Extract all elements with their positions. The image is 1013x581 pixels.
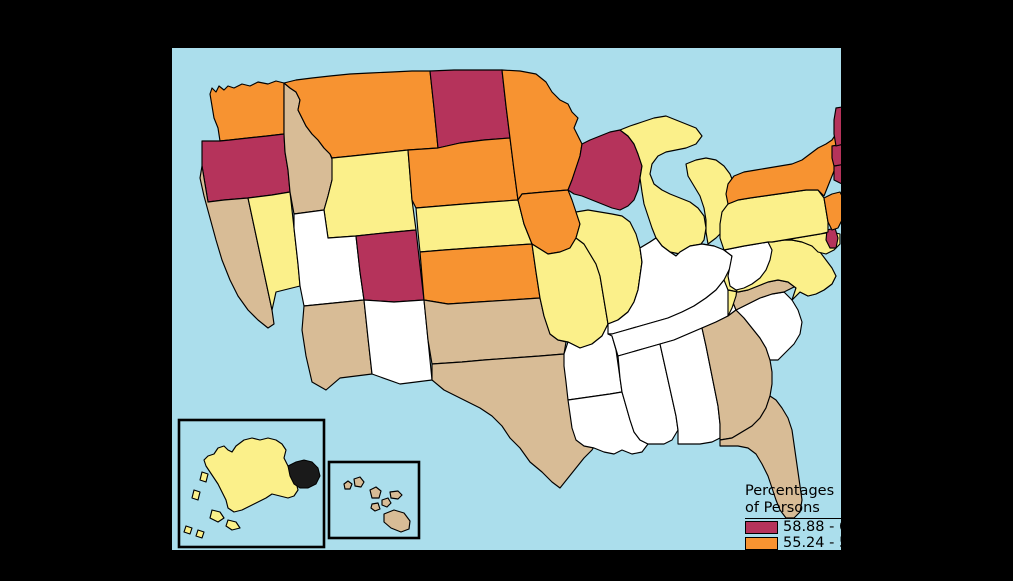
legend-title-line1: Percentages (745, 483, 835, 499)
state-CO[interactable] (356, 230, 424, 302)
state-KS[interactable] (420, 244, 540, 304)
legend-title-line2: of Persons (745, 500, 820, 516)
legend-rows: 58.88 - 64.11 55.24 - 58.87 50.71 - 55.2… (745, 519, 841, 550)
state-FL[interactable] (720, 396, 802, 518)
state-MA[interactable] (832, 138, 841, 166)
us-choropleth-svg (177, 48, 841, 549)
state-NJ[interactable] (824, 192, 841, 230)
legend-swatch (745, 521, 778, 535)
hawaii-inset-box (327, 460, 421, 540)
state-OR[interactable] (202, 134, 290, 202)
legend-row[interactable]: 58.88 - 64.11 (745, 519, 841, 536)
state-WY[interactable] (324, 150, 416, 238)
state-NV[interactable] (248, 192, 300, 310)
legend-label: 58.88 - 64.11 (783, 519, 841, 535)
state-AZ[interactable] (302, 300, 372, 390)
legend-label: 55.24 - 58.87 (783, 534, 841, 550)
legend-title-rule (745, 518, 841, 519)
state-WA[interactable] (210, 81, 284, 141)
state-VT[interactable] (834, 106, 841, 146)
legend-row[interactable]: 55.24 - 58.87 (745, 534, 841, 550)
state-SD[interactable] (408, 138, 518, 208)
state-TX[interactable] (432, 354, 598, 488)
legend-swatch (745, 536, 778, 550)
state-CA[interactable] (200, 166, 274, 328)
state-LA[interactable] (568, 392, 648, 454)
state-NM[interactable] (364, 300, 432, 384)
alaska-panhandle (287, 459, 321, 489)
state-ND[interactable] (430, 70, 510, 148)
map-legend: Percentages of Persons 58.88 - 64.11 55.… (745, 483, 841, 550)
state-CT[interactable] (834, 162, 841, 184)
map-panel: Percentages of Persons 58.88 - 64.11 55.… (172, 48, 841, 550)
alaska-inset-box (177, 418, 326, 549)
state-NE[interactable] (416, 200, 532, 252)
state-NY[interactable] (726, 132, 841, 204)
state-AK[interactable] (184, 438, 298, 538)
state-HI[interactable] (343, 476, 411, 533)
